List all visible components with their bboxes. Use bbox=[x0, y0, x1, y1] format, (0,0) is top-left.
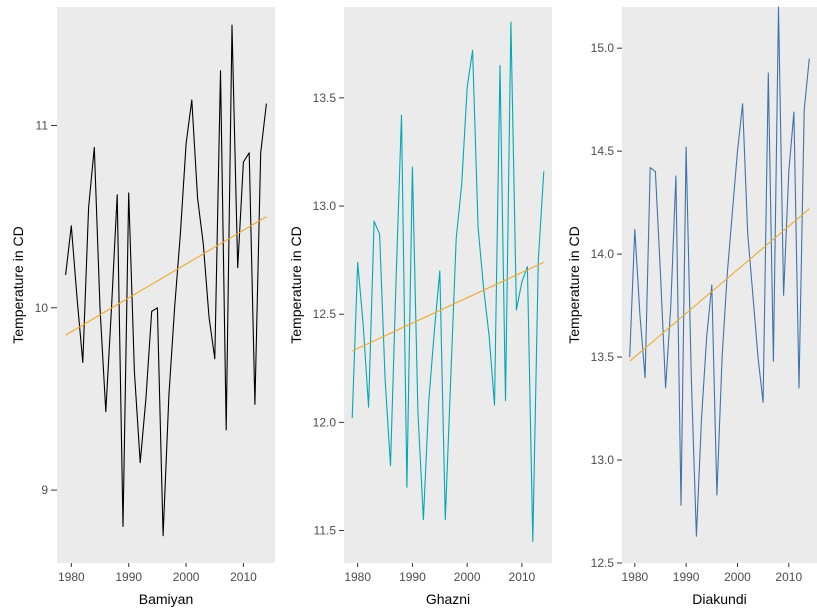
x-tick-label: 2010 bbox=[775, 570, 802, 584]
x-axis-title: Diakundi bbox=[692, 591, 746, 607]
x-tick-label: 2000 bbox=[724, 570, 751, 584]
chart-panel-3: 12.5 13.0 13.5 14.0 14.5 15.0 1980 1990 2000 2010… bbox=[566, 6, 817, 607]
y-tick-label: 15.0 bbox=[591, 41, 615, 55]
x-tick-label: 1990 bbox=[115, 570, 142, 584]
temperature-series-line bbox=[629, 6, 810, 537]
x-tick-label: 2000 bbox=[454, 570, 481, 584]
trend-line bbox=[351, 261, 545, 352]
x-tick-label: 1980 bbox=[58, 570, 85, 584]
chart-panel-2: 11.5 12.0 12.5 13.0 13.5 1980 1990 2000 2010 Ghaz… bbox=[288, 7, 552, 607]
y-tick-label: 13.5 bbox=[591, 350, 615, 364]
trend-line bbox=[629, 208, 810, 362]
y-tick-label: 13.0 bbox=[591, 453, 615, 467]
x-tick-label: 2010 bbox=[509, 570, 536, 584]
y-axis-title: Temperature in CD bbox=[566, 226, 582, 344]
plot-panel bbox=[57, 7, 275, 563]
y-tick-label: 13.0 bbox=[313, 199, 337, 213]
y-tick-label: 14.0 bbox=[591, 247, 615, 261]
temperature-series-line bbox=[351, 21, 545, 542]
y-axis-title: Temperature in CD bbox=[10, 226, 26, 344]
y-tick-label: 12.5 bbox=[591, 556, 615, 570]
chart-panel-1: 9 10 11 1980 1990 2000 2010 Bamiyan Temperature … bbox=[10, 7, 275, 607]
y-tick-label: 12.0 bbox=[313, 415, 337, 429]
temperature-series-line bbox=[65, 24, 267, 537]
y-tick-label: 9 bbox=[41, 483, 48, 497]
x-tick-label: 2000 bbox=[173, 570, 200, 584]
y-axis-title: Temperature in CD bbox=[288, 226, 304, 344]
x-axis-title: Ghazni bbox=[426, 591, 470, 607]
x-tick-label: 2010 bbox=[230, 570, 257, 584]
y-tick-label: 10 bbox=[35, 301, 49, 315]
trend-line bbox=[65, 216, 267, 336]
x-tick-label: 1980 bbox=[344, 570, 371, 584]
y-tick-label: 13.5 bbox=[313, 91, 337, 105]
x-tick-label: 1990 bbox=[673, 570, 700, 584]
x-tick-label: 1980 bbox=[621, 570, 648, 584]
x-axis-title: Bamiyan bbox=[139, 591, 193, 607]
y-tick-label: 12.5 bbox=[313, 307, 337, 321]
plot-panel bbox=[344, 7, 552, 563]
y-tick-label: 11 bbox=[36, 118, 49, 132]
y-tick-label: 14.5 bbox=[591, 144, 615, 158]
y-tick-label: 11.5 bbox=[314, 524, 337, 538]
x-tick-label: 1990 bbox=[399, 570, 426, 584]
